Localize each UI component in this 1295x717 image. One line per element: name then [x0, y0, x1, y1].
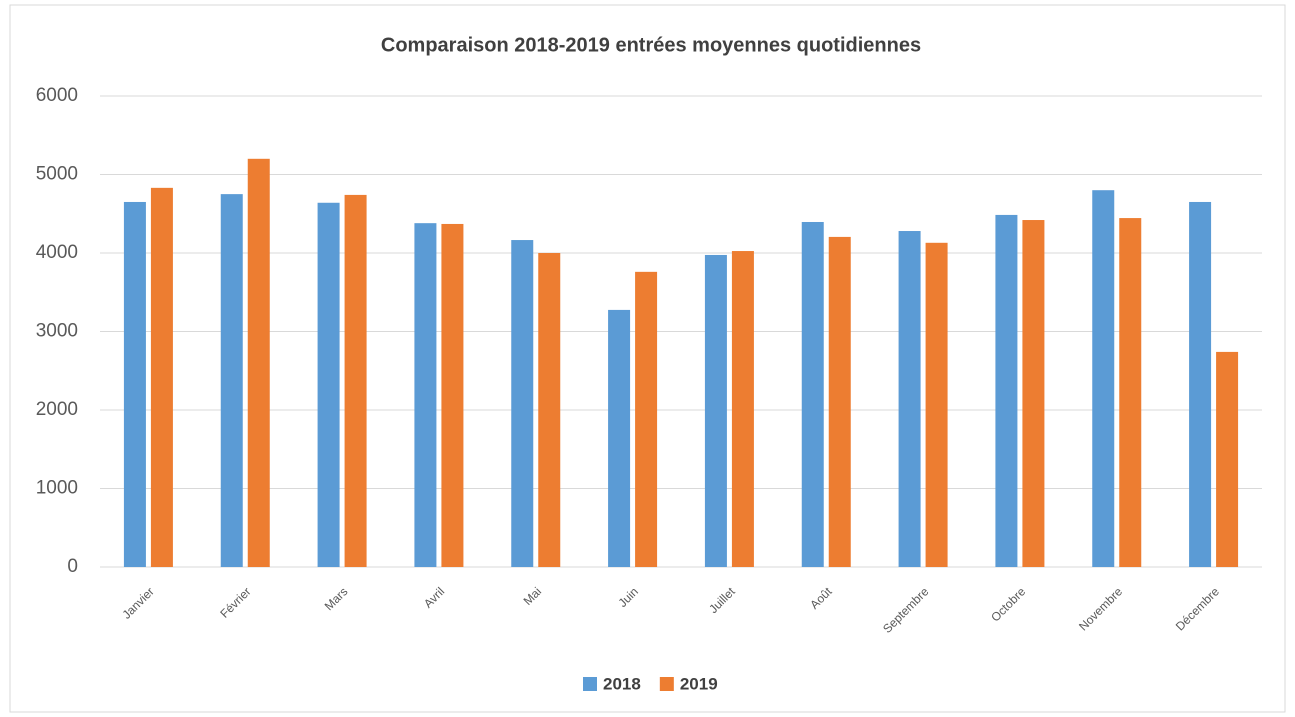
y-tick-label: 5000	[36, 164, 78, 185]
legend-label: 2019	[680, 674, 718, 693]
bar	[317, 202, 340, 567]
bar	[220, 194, 243, 567]
y-tick-label: 0	[67, 556, 78, 577]
bar	[1022, 220, 1045, 567]
bar	[1216, 351, 1239, 567]
bar	[925, 242, 948, 568]
chart-title: Comparaison 2018-2019 entrées moyennes q…	[381, 34, 921, 56]
legend-label: 2018	[603, 674, 641, 693]
y-tick-label: 1000	[36, 478, 78, 499]
bar	[538, 253, 561, 567]
bar	[1189, 201, 1212, 567]
bar	[635, 271, 658, 567]
bar	[801, 221, 824, 567]
bar	[828, 236, 851, 567]
bar	[441, 223, 464, 567]
bar	[344, 194, 367, 567]
y-tick-label: 6000	[36, 85, 78, 106]
y-tick-label: 3000	[36, 321, 78, 342]
bar	[1092, 190, 1115, 567]
bar	[995, 214, 1018, 568]
bar	[123, 201, 146, 567]
bar	[414, 223, 437, 568]
bar	[247, 158, 270, 568]
bar	[511, 240, 534, 568]
bar	[731, 251, 754, 567]
bar	[704, 254, 727, 567]
bar	[898, 231, 921, 567]
y-tick-label: 4000	[36, 242, 78, 263]
bar	[1119, 218, 1142, 567]
y-tick-label: 2000	[36, 399, 78, 420]
bar	[608, 309, 631, 567]
bar	[150, 187, 173, 567]
legend-swatch	[659, 677, 674, 691]
legend-swatch	[583, 677, 597, 691]
